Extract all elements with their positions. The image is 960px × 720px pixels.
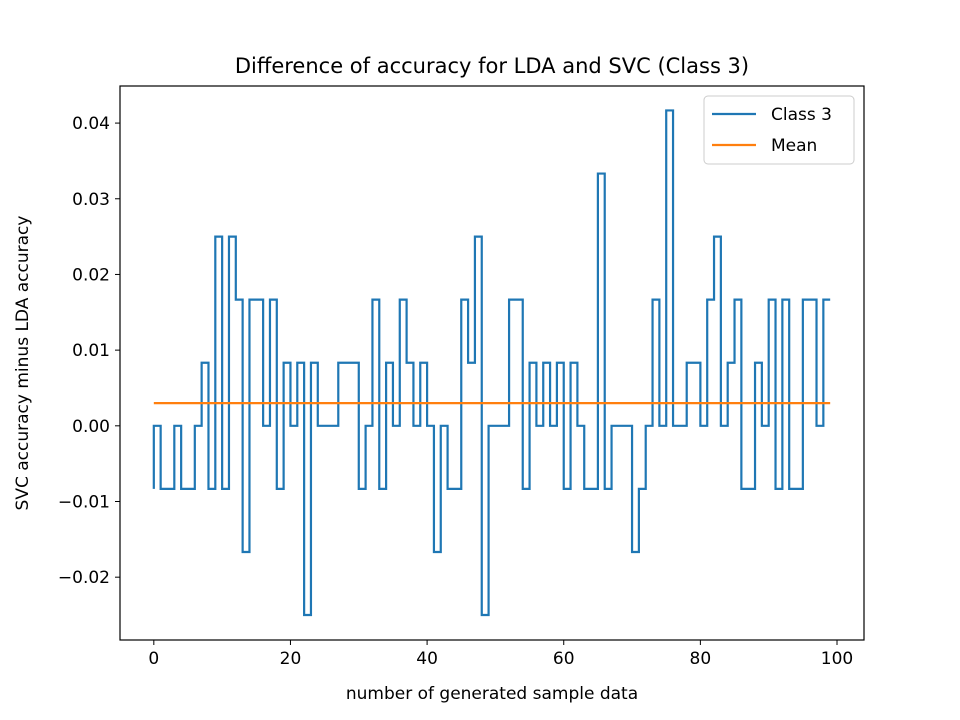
legend-label-mean: Mean xyxy=(771,136,817,156)
x-tick-label: 0 xyxy=(148,649,159,669)
x-axis-label: number of generated sample data xyxy=(346,684,638,704)
legend-label-class-3: Class 3 xyxy=(771,105,832,125)
y-tick-label: 0.01 xyxy=(72,341,110,361)
x-tick-label: 40 xyxy=(416,649,438,669)
y-tick-label: 0.03 xyxy=(72,190,110,210)
y-axis-label: SVC accuracy minus LDA accuracy xyxy=(13,216,33,511)
series-line-class-3 xyxy=(152,109,831,617)
series-layer xyxy=(152,109,831,617)
y-axis-ticks: −0.02 −0.01 0.00 0.01 0.02 0.03 0.04 xyxy=(58,114,120,588)
legend: Class 3 Mean xyxy=(703,95,855,165)
x-axis-ticks: 0 20 40 60 80 100 xyxy=(148,640,853,669)
y-tick-label: 0.02 xyxy=(72,265,110,285)
y-tick-label: −0.02 xyxy=(58,568,110,588)
x-tick-label: 80 xyxy=(690,649,712,669)
y-tick-label: 0.04 xyxy=(72,114,110,134)
x-tick-label: 100 xyxy=(821,649,853,669)
y-tick-label: −0.01 xyxy=(58,493,110,513)
chart-title: Difference of accuracy for LDA and SVC (… xyxy=(235,54,749,78)
y-tick-label: 0.00 xyxy=(72,417,110,437)
plot-area xyxy=(119,85,865,641)
x-tick-label: 60 xyxy=(553,649,575,669)
x-tick-label: 20 xyxy=(280,649,302,669)
axes-frame xyxy=(119,85,865,641)
